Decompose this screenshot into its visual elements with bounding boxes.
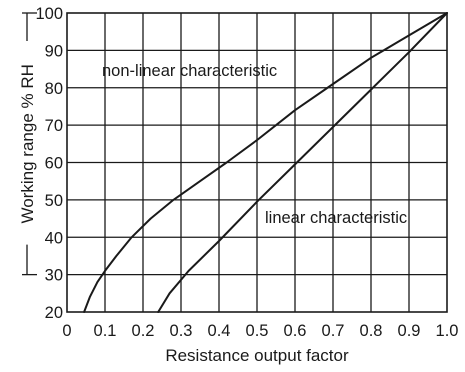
y-tick-label: 50: [45, 192, 63, 210]
x-tick-label: 0.4: [208, 322, 231, 340]
x-axis-title: Resistance output factor: [165, 346, 349, 365]
plot-frame: [66, 12, 448, 313]
x-tick-label: 0.2: [132, 322, 155, 340]
working-range-marker: [22, 12, 37, 276]
y-tick-label: 80: [45, 80, 63, 98]
y-tick-label: 20: [45, 304, 63, 322]
y-tick-label: 60: [45, 155, 63, 173]
y-tick-label: 100: [35, 5, 63, 23]
x-tick-label: 0.8: [360, 322, 383, 340]
x-tick-label: 0: [62, 322, 71, 340]
y-tick-label: 70: [45, 117, 63, 135]
x-tick-label: 0.7: [322, 322, 345, 340]
annotation-non-linear: non-linear characteristic: [102, 62, 277, 80]
x-tick-label: 0.1: [94, 322, 117, 340]
x-tick-labels: 0 0.1 0.2 0.3 0.4 0.5 0.6 0.7 0.8 0.9 1.0: [62, 322, 458, 340]
y-tick-label: 30: [45, 267, 63, 285]
grid: [67, 13, 447, 312]
y-tick-label: 90: [45, 42, 63, 60]
y-tick-labels: 20 30 40 50 60 70 80 90 100: [35, 5, 63, 322]
x-tick-label: 0.6: [284, 322, 307, 340]
y-tick-label: 40: [45, 229, 63, 247]
series-group: [83, 12, 448, 313]
series-non-linear-line: [83, 12, 448, 313]
x-tick-label: 0.9: [398, 322, 421, 340]
x-tick-label: 1.0: [436, 322, 459, 340]
x-tick-label: 0.3: [170, 322, 193, 340]
y-axis-title: Working range % RH: [18, 64, 37, 223]
series-linear-line: [157, 12, 448, 313]
x-tick-label: 0.5: [246, 322, 269, 340]
annotation-linear: linear characteristic: [265, 209, 407, 227]
